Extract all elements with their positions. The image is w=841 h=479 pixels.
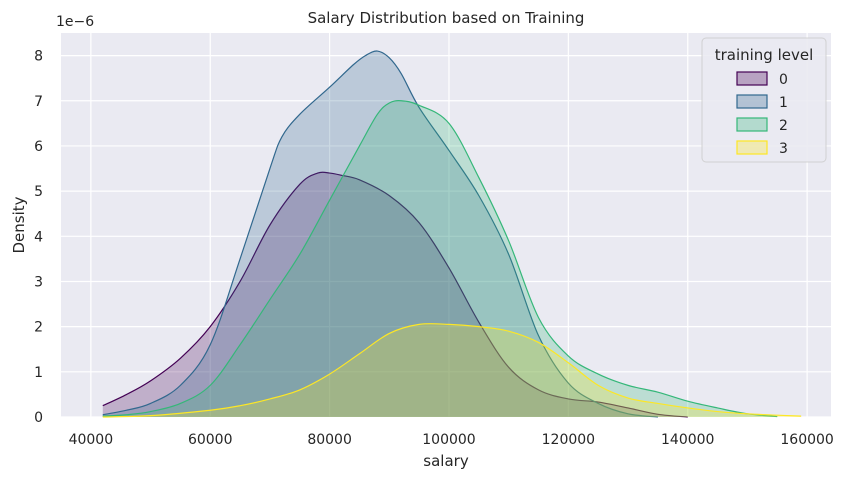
x-tick-label: 160000: [780, 432, 833, 448]
y-tick-label: 4: [34, 229, 43, 245]
x-tick-label: 80000: [307, 432, 352, 448]
x-tick-label: 100000: [422, 432, 475, 448]
legend-box: [701, 37, 827, 163]
y-axis-ticks: 0 1 2 3 4 5 6 7 8: [34, 49, 43, 426]
legend-title: training level: [715, 46, 814, 64]
legend-swatch-2: [736, 117, 768, 132]
y-tick-label: 8: [34, 49, 43, 65]
chart-title: Salary Distribution based on Training: [308, 9, 585, 27]
legend-swatch-1: [736, 94, 768, 109]
density-area-3: [102, 323, 802, 417]
y-tick-label: 3: [34, 274, 43, 290]
density-line-2: [102, 100, 778, 418]
density-area-1: [102, 51, 658, 417]
x-tick-label: 120000: [542, 432, 595, 448]
density-line-0: [102, 171, 688, 418]
legend-label-1: 1: [779, 95, 788, 111]
density-line-1: [102, 50, 658, 418]
legend-swatch-3: [736, 140, 768, 155]
y-tick-label: 7: [34, 94, 43, 110]
y-tick-label: 5: [34, 184, 43, 200]
density-line-3: [102, 323, 802, 418]
y-tick-label: 1: [34, 365, 43, 381]
density-areas: [102, 50, 802, 418]
density-area-0: [102, 172, 688, 417]
x-tick-label: 140000: [661, 432, 714, 448]
x-axis-ticks: 40000 60000 80000 100000 120000 140000 160000: [69, 432, 834, 448]
density-area-2: [102, 100, 778, 418]
x-tick-label: 40000: [69, 432, 114, 448]
y-tick-label: 6: [34, 139, 43, 155]
y-tick-label: 0: [34, 410, 43, 426]
y-axis-label: Density: [10, 196, 28, 253]
y-scale-offset-label: 1e−6: [56, 14, 94, 30]
x-axis-label: salary: [423, 452, 469, 470]
x-tick-label: 60000: [188, 432, 233, 448]
legend: training level 0 1 2 3: [701, 37, 827, 163]
legend-label-3: 3: [779, 141, 788, 157]
legend-swatch-0: [736, 71, 768, 86]
legend-label-2: 2: [779, 118, 788, 134]
y-tick-label: 2: [34, 320, 43, 336]
legend-label-0: 0: [779, 72, 788, 88]
